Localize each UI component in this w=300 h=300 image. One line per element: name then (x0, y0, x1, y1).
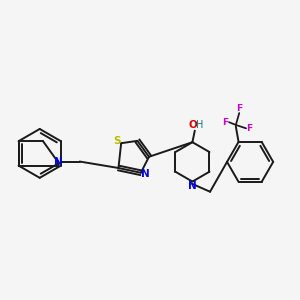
Text: N: N (188, 181, 197, 191)
Text: N: N (141, 169, 150, 179)
Text: S: S (113, 136, 121, 146)
Text: F: F (246, 124, 253, 133)
Text: O: O (188, 120, 197, 130)
Text: F: F (223, 118, 229, 127)
Text: F: F (236, 104, 242, 113)
Text: N: N (54, 157, 63, 166)
Text: H: H (196, 120, 203, 130)
